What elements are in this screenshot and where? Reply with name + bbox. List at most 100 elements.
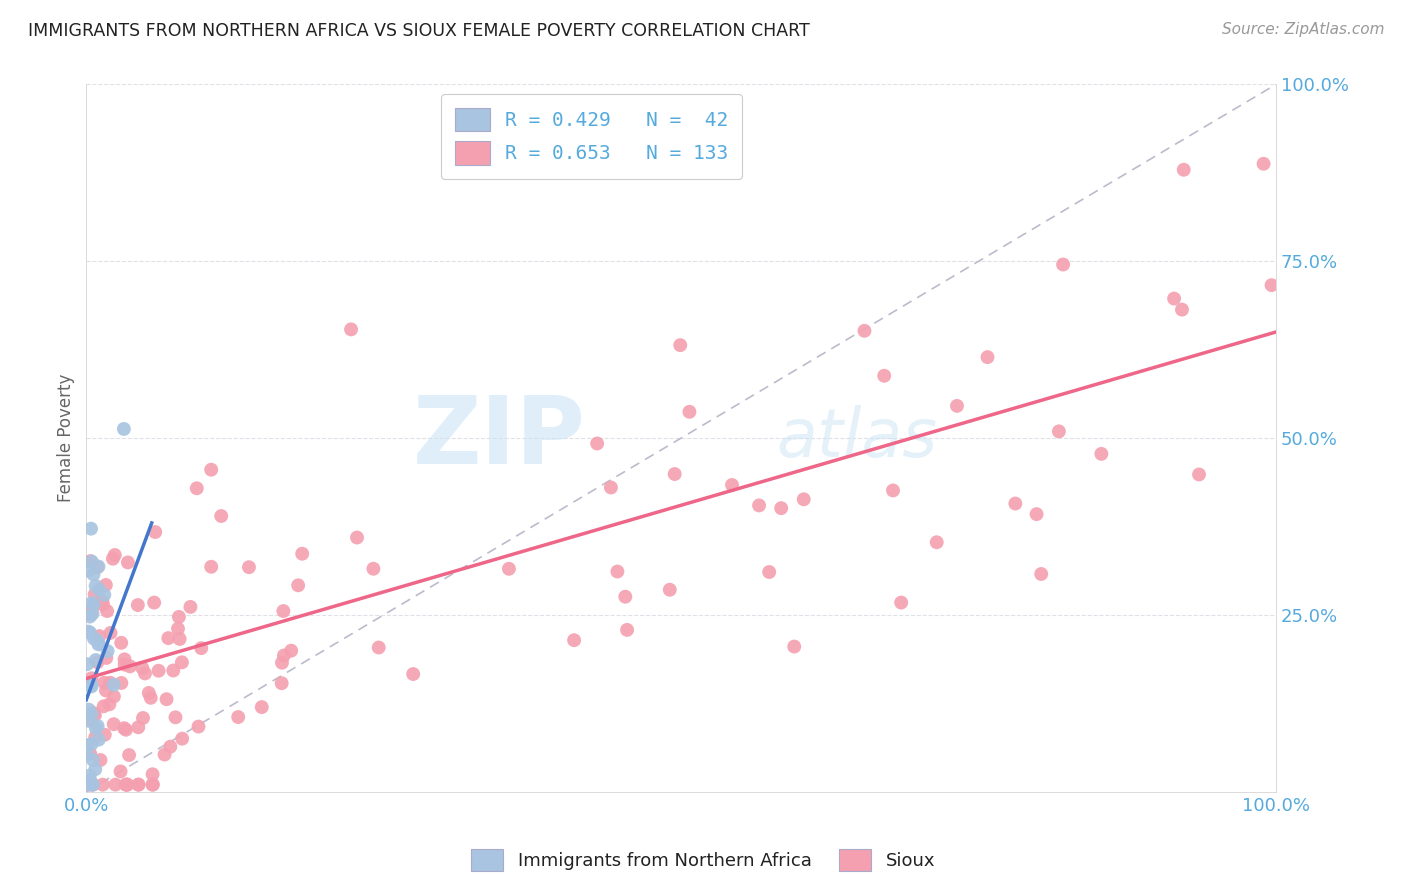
Point xyxy=(172,731,194,746)
Point xyxy=(98,675,121,690)
Point xyxy=(167,622,190,636)
Point xyxy=(127,778,149,792)
Point xyxy=(1253,157,1275,171)
Point xyxy=(77,624,100,639)
Point xyxy=(1047,425,1070,439)
Point xyxy=(96,604,118,618)
Point xyxy=(890,596,912,610)
Point xyxy=(117,778,139,792)
Point xyxy=(346,531,368,545)
Point xyxy=(128,778,150,792)
Point xyxy=(138,686,160,700)
Point xyxy=(80,522,103,536)
Point xyxy=(89,629,111,643)
Point xyxy=(104,778,127,792)
Point xyxy=(76,657,98,672)
Point xyxy=(600,481,623,495)
Point xyxy=(76,747,98,762)
Point xyxy=(80,555,103,569)
Point xyxy=(77,564,100,578)
Point xyxy=(873,368,896,383)
Point xyxy=(114,652,136,666)
Point xyxy=(139,690,162,705)
Point xyxy=(179,599,201,614)
Point xyxy=(79,678,101,692)
Point xyxy=(80,671,103,685)
Point xyxy=(1260,278,1282,293)
Point xyxy=(80,596,103,610)
Point xyxy=(77,714,100,728)
Point xyxy=(91,778,114,792)
Point xyxy=(270,676,292,690)
Point xyxy=(586,436,609,450)
Point xyxy=(87,582,110,597)
Point xyxy=(112,721,135,735)
Point xyxy=(165,710,187,724)
Point xyxy=(84,762,107,776)
Point xyxy=(148,664,170,678)
Point xyxy=(658,582,681,597)
Point xyxy=(1052,258,1074,272)
Point xyxy=(1004,497,1026,511)
Point xyxy=(79,625,101,640)
Point xyxy=(117,556,139,570)
Point xyxy=(94,578,117,592)
Text: ZIP: ZIP xyxy=(413,392,586,484)
Point xyxy=(84,653,107,667)
Point xyxy=(770,501,793,516)
Point xyxy=(186,481,208,495)
Point xyxy=(118,747,141,762)
Point xyxy=(100,626,122,640)
Point xyxy=(82,778,104,792)
Point xyxy=(83,632,105,646)
Point xyxy=(114,778,136,792)
Point xyxy=(83,706,105,721)
Point xyxy=(80,680,103,694)
Point xyxy=(93,699,115,714)
Point xyxy=(758,565,780,579)
Point xyxy=(238,560,260,574)
Point xyxy=(115,778,138,792)
Point xyxy=(80,706,103,721)
Text: atlas: atlas xyxy=(776,405,938,471)
Point xyxy=(925,535,948,549)
Point xyxy=(80,677,103,691)
Point xyxy=(167,610,190,624)
Point xyxy=(118,659,141,673)
Point xyxy=(127,720,149,734)
Point xyxy=(721,478,744,492)
Point xyxy=(562,633,585,648)
Point xyxy=(1173,162,1195,177)
Point xyxy=(94,728,117,742)
Point xyxy=(84,579,107,593)
Point xyxy=(1188,467,1211,482)
Point xyxy=(498,562,520,576)
Point xyxy=(882,483,904,498)
Point xyxy=(159,739,181,754)
Point xyxy=(79,773,101,788)
Point xyxy=(76,778,98,792)
Legend: R = 0.429   N =  42, R = 0.653   N = 133: R = 0.429 N = 42, R = 0.653 N = 133 xyxy=(441,95,742,178)
Point xyxy=(280,643,302,657)
Point xyxy=(1090,447,1112,461)
Point xyxy=(170,656,193,670)
Text: IMMIGRANTS FROM NORTHERN AFRICA VS SIOUX FEMALE POVERTY CORRELATION CHART: IMMIGRANTS FROM NORTHERN AFRICA VS SIOUX… xyxy=(28,22,810,40)
Point xyxy=(402,667,425,681)
Point xyxy=(91,594,114,608)
Point xyxy=(669,338,692,352)
Point xyxy=(200,463,222,477)
Point xyxy=(93,588,115,602)
Point xyxy=(134,666,156,681)
Point xyxy=(363,562,385,576)
Point xyxy=(103,690,125,704)
Point xyxy=(87,636,110,650)
Point xyxy=(143,524,166,539)
Point xyxy=(143,596,166,610)
Point xyxy=(250,700,273,714)
Point xyxy=(748,499,770,513)
Point xyxy=(783,640,806,654)
Point xyxy=(115,778,138,792)
Point xyxy=(86,633,108,648)
Text: Source: ZipAtlas.com: Source: ZipAtlas.com xyxy=(1222,22,1385,37)
Point xyxy=(153,747,176,762)
